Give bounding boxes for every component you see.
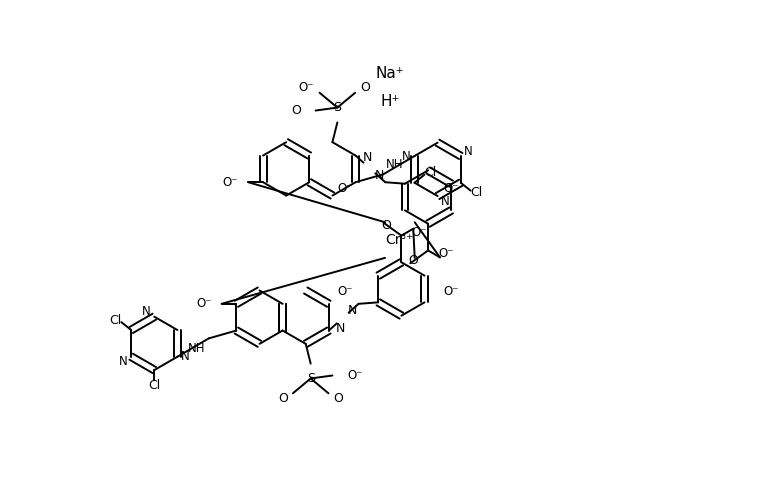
- Text: O⁻: O⁻: [438, 247, 454, 260]
- Text: O⁻: O⁻: [411, 226, 427, 239]
- Text: Cl: Cl: [424, 166, 437, 179]
- Text: N: N: [441, 195, 450, 207]
- Text: N: N: [363, 151, 372, 164]
- Text: N: N: [402, 149, 411, 163]
- Text: O⁻: O⁻: [444, 182, 459, 195]
- Text: Na⁺: Na⁺: [376, 67, 404, 81]
- Text: O⁻: O⁻: [298, 81, 314, 94]
- Text: O⁻: O⁻: [223, 176, 238, 189]
- Text: S: S: [333, 101, 342, 114]
- Text: O: O: [291, 104, 301, 117]
- Text: N: N: [336, 322, 346, 335]
- Text: N: N: [464, 145, 473, 158]
- Text: O: O: [360, 81, 370, 94]
- Text: Cr³⁺: Cr³⁺: [385, 233, 414, 247]
- Text: N: N: [142, 305, 151, 318]
- Text: NH: NH: [386, 158, 404, 171]
- Text: Cl: Cl: [109, 314, 122, 327]
- Text: Cl: Cl: [148, 379, 161, 392]
- Text: O: O: [408, 254, 418, 267]
- Text: Cl: Cl: [470, 186, 483, 199]
- Text: O⁻: O⁻: [444, 285, 459, 298]
- Text: O⁻: O⁻: [338, 182, 353, 195]
- Text: O: O: [278, 392, 288, 405]
- Text: O: O: [381, 219, 392, 232]
- Text: H⁺: H⁺: [381, 94, 399, 109]
- Text: NH: NH: [188, 342, 206, 355]
- Text: N: N: [181, 350, 190, 363]
- Text: O⁻: O⁻: [347, 369, 363, 382]
- Text: S: S: [307, 372, 314, 385]
- Text: O⁻: O⁻: [338, 285, 353, 298]
- Text: N: N: [119, 355, 128, 368]
- Text: O: O: [333, 392, 343, 405]
- Text: N: N: [374, 169, 384, 182]
- Text: N: N: [348, 304, 357, 317]
- Text: O⁻: O⁻: [196, 297, 211, 310]
